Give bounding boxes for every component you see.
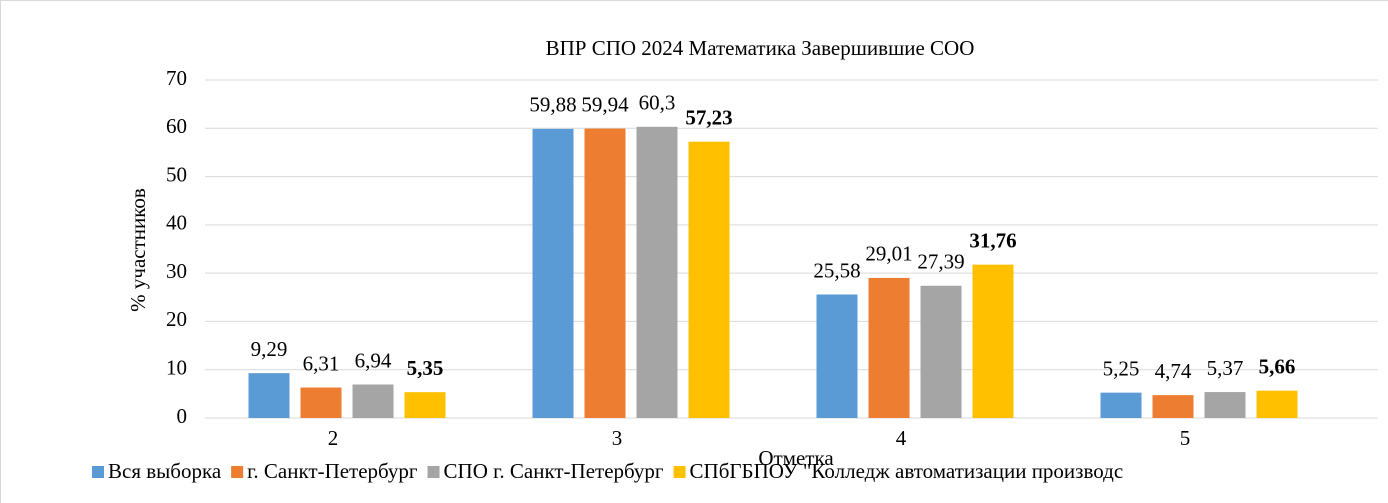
chart-title: ВПР СПО 2024 Математика Завершившие СОО <box>546 36 975 60</box>
x-tick-label: 3 <box>612 426 623 450</box>
data-label: 4,74 <box>1155 359 1192 383</box>
data-label: 29,01 <box>865 242 912 266</box>
legend-label: г. Санкт-Петербург <box>247 459 418 483</box>
data-label: 57,23 <box>685 105 732 129</box>
data-label: 5,35 <box>407 356 444 380</box>
x-tick-label: 5 <box>1180 426 1191 450</box>
data-label: 60,3 <box>639 91 676 115</box>
bar <box>688 141 730 418</box>
legend-swatch <box>427 466 440 478</box>
bar <box>972 264 1014 418</box>
y-tick-label: 30 <box>166 259 187 283</box>
y-axis-title: % участников <box>126 188 150 312</box>
bar <box>352 384 394 418</box>
legend-swatch <box>92 466 104 478</box>
bar <box>1204 392 1246 418</box>
bar <box>816 294 858 418</box>
bar <box>1152 395 1194 418</box>
x-axis-title: Отметка <box>758 446 834 470</box>
bar <box>1100 392 1142 418</box>
data-label: 5,66 <box>1259 354 1296 378</box>
legend-swatch <box>673 466 686 478</box>
data-label: 9,29 <box>251 337 288 361</box>
bar <box>920 285 962 418</box>
x-tick-label: 2 <box>328 426 339 450</box>
legend-label: СПО г. Санкт-Петербург <box>444 459 664 483</box>
bar <box>636 126 678 418</box>
legend-swatch <box>231 466 244 478</box>
y-tick-label: 50 <box>166 162 187 186</box>
bar <box>1256 390 1298 418</box>
data-label: 59,94 <box>581 92 629 116</box>
data-label: 27,39 <box>917 250 964 274</box>
y-tick-label: 60 <box>166 114 187 138</box>
bar <box>584 128 626 418</box>
x-tick-label: 4 <box>896 426 907 450</box>
data-label: 25,58 <box>813 258 860 282</box>
y-tick-label: 10 <box>166 356 187 380</box>
data-label: 6,31 <box>303 351 340 375</box>
bar <box>404 392 446 418</box>
data-label: 59,88 <box>529 93 576 117</box>
legend-label: Вся выборка <box>108 459 222 483</box>
y-tick-label: 40 <box>166 211 187 235</box>
data-label: 5,37 <box>1207 356 1244 380</box>
y-tick-label: 0 <box>177 404 188 428</box>
y-tick-label: 20 <box>166 307 187 331</box>
data-label: 6,94 <box>355 348 392 372</box>
bar <box>532 128 574 418</box>
y-tick-label: 70 <box>166 66 187 90</box>
bar <box>868 277 910 418</box>
bar <box>300 387 342 418</box>
data-label: 5,25 <box>1103 356 1140 380</box>
data-label: 31,76 <box>969 228 1016 252</box>
bar <box>248 373 290 418</box>
legend-label: СПбГБПОУ "Колледж автоматизации производ… <box>690 459 1124 483</box>
